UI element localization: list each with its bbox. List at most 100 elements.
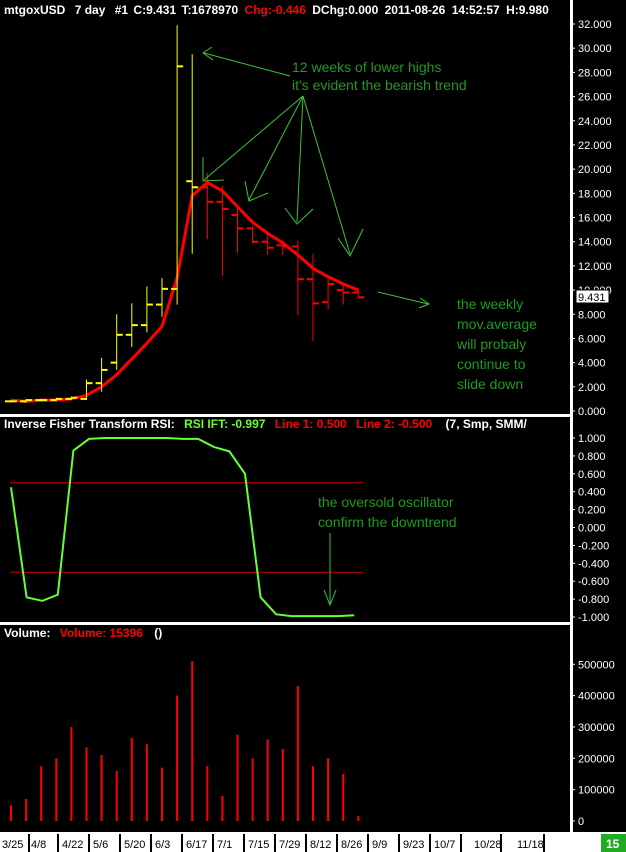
header-date: 2011-08-26 (385, 3, 446, 17)
x-axis-tick-label: 3/25 (2, 839, 23, 851)
indicator-layer (10, 437, 363, 618)
arrow-to-top-head (202, 46, 214, 61)
rsi-ift-line (10, 437, 355, 618)
price-bar (125, 303, 138, 347)
price-bar (307, 253, 319, 341)
price-axis-tick-label: 30.000 (578, 43, 612, 55)
indicator-axis-tick-label: 0.800 (578, 451, 606, 463)
annotation-ma-line2: mov.average (457, 316, 537, 332)
indicator-axis-tick-label: 0.200 (578, 505, 606, 517)
volume-axis-tick-label: 200000 (578, 753, 615, 765)
indicator-legend-rsi: RSI IFT: -0.997 (184, 417, 266, 431)
annotation-ma-line1: the weekly (457, 296, 523, 312)
header-close: C:9.431 (133, 3, 176, 17)
volume-legend: Volume: Volume: 15396 () (4, 626, 162, 640)
arrow-to-august-head (337, 228, 364, 258)
price-axis-tick-label: 14.000 (578, 237, 612, 249)
header-symbol: mtgoxUSD (4, 3, 66, 17)
volume-legend-params: () (154, 626, 162, 640)
volume-panel-separator (0, 622, 570, 625)
price-bar (80, 379, 93, 401)
price-bar (5, 400, 17, 403)
last-price-box (575, 289, 610, 304)
x-axis-band (0, 832, 626, 852)
x-axis-tick-label: 7/1 (217, 839, 232, 851)
price-bar (65, 396, 78, 401)
price-bar (231, 207, 244, 253)
header-turnover: T:1678970 (181, 3, 238, 17)
x-axis-tick-label: 9/23 (403, 839, 424, 851)
indicator-legend-params: (7, Smp, SMM/ (446, 417, 528, 431)
volume-legend-value: Volume: 15396 (60, 626, 143, 640)
header-time: 14:52:57 (452, 3, 500, 17)
x-axis: 3/25 4/8 4/22 5/6 5/20 6/3 6/17 7/1 7/15 7/29 8/12… (2, 834, 545, 852)
price-bar (171, 25, 184, 305)
chart-header: mtgoxUSD 7 day #1 C:9.431 T:1678970 Chg:… (4, 3, 549, 17)
price-axis-tick-label: 4.000 (578, 358, 606, 370)
x-axis-tick-label: 5/6 (93, 839, 108, 851)
x-axis-tick-label: 8/26 (341, 839, 362, 851)
volume-axis-tick-label: 500000 (578, 659, 615, 671)
x-axis-tick-label: 6/17 (186, 839, 207, 851)
price-axis-tick-label: 18.000 (578, 188, 612, 200)
header-dchange: DChg:0.000 (312, 3, 378, 17)
indicator-axis-tick-label: -1.000 (578, 612, 609, 624)
arrow-to-june-head (202, 157, 225, 182)
volume-axis: 0 100000 200000 300000 400000 500000 (570, 659, 615, 828)
price-bar (276, 240, 289, 255)
annotation-lower-highs-line2: it's evident the bearish trend (292, 77, 467, 93)
header-change: Chg:-0.446 (245, 3, 307, 17)
price-axis-tick-label: 22.000 (578, 140, 612, 152)
price-bar (95, 357, 108, 392)
indicator-axis-tick-label: 1.000 (578, 433, 606, 445)
annotation-arrows (202, 46, 431, 607)
right-axis-strip (570, 0, 573, 832)
header-high: H:9.980 (506, 3, 549, 17)
arrow-to-july-2-head (284, 207, 314, 225)
arrow-to-ma-note (377, 291, 429, 305)
price-axis-tick-label: 26.000 (578, 92, 612, 104)
price-bar (352, 290, 365, 299)
arrow-to-july-1-head (244, 180, 269, 202)
price-bars-layer (5, 25, 365, 403)
price-bar (186, 54, 199, 254)
price-bar (337, 282, 350, 305)
price-axis-tick-label: 16.000 (578, 213, 612, 225)
indicator-axis-tick-label: -0.400 (578, 558, 609, 570)
indicator-title: Inverse Fisher Transform RSI: (4, 417, 175, 431)
price-axis-tick-label: 2.000 (578, 382, 606, 394)
indicator-axis-tick-label: 0.600 (578, 469, 606, 481)
price-bar (156, 277, 168, 317)
price-bar (322, 276, 335, 310)
volume-axis-tick-label: 100000 (578, 785, 615, 797)
indicator-legend-line2: Line 2: -0.500 (356, 417, 432, 431)
corner-badge (601, 834, 626, 852)
arrow-to-july-2 (296, 95, 304, 223)
price-axis-tick-label: 0.000 (578, 406, 606, 418)
annotation-ma-line5: slide down (457, 376, 523, 392)
volume-axis-tick-label: 400000 (578, 691, 615, 703)
volume-title: Volume: (4, 626, 50, 640)
annotation-lower-highs: 12 weeks of lower highs it's evident the… (292, 59, 467, 93)
x-axis-tick-label: 7/29 (279, 839, 300, 851)
arrow-to-june (203, 95, 304, 181)
annotation-lower-highs-line1: 12 weeks of lower highs (292, 59, 441, 75)
price-bar (110, 314, 123, 370)
corner-badge-label: 15 (606, 837, 620, 851)
x-axis-tick-label: 4/8 (31, 839, 46, 851)
price-bar (20, 398, 33, 403)
price-bar (140, 286, 153, 333)
header-period: 7 day (75, 3, 106, 17)
indicator-axis-tick-label: 0.000 (578, 523, 606, 535)
x-axis-tick-label: 9/9 (372, 839, 387, 851)
price-bar (50, 397, 63, 402)
indicator-legend-line1: Line 1: 0.500 (275, 417, 347, 431)
price-axis-tick-label: 6.000 (578, 333, 606, 345)
arrow-to-august (302, 95, 351, 255)
price-bar (35, 398, 48, 402)
price-axis-tick-label: 12.000 (578, 261, 612, 273)
price-bar (291, 240, 304, 316)
annotation-oscillator-line1: the oversold oscillator (318, 494, 454, 510)
